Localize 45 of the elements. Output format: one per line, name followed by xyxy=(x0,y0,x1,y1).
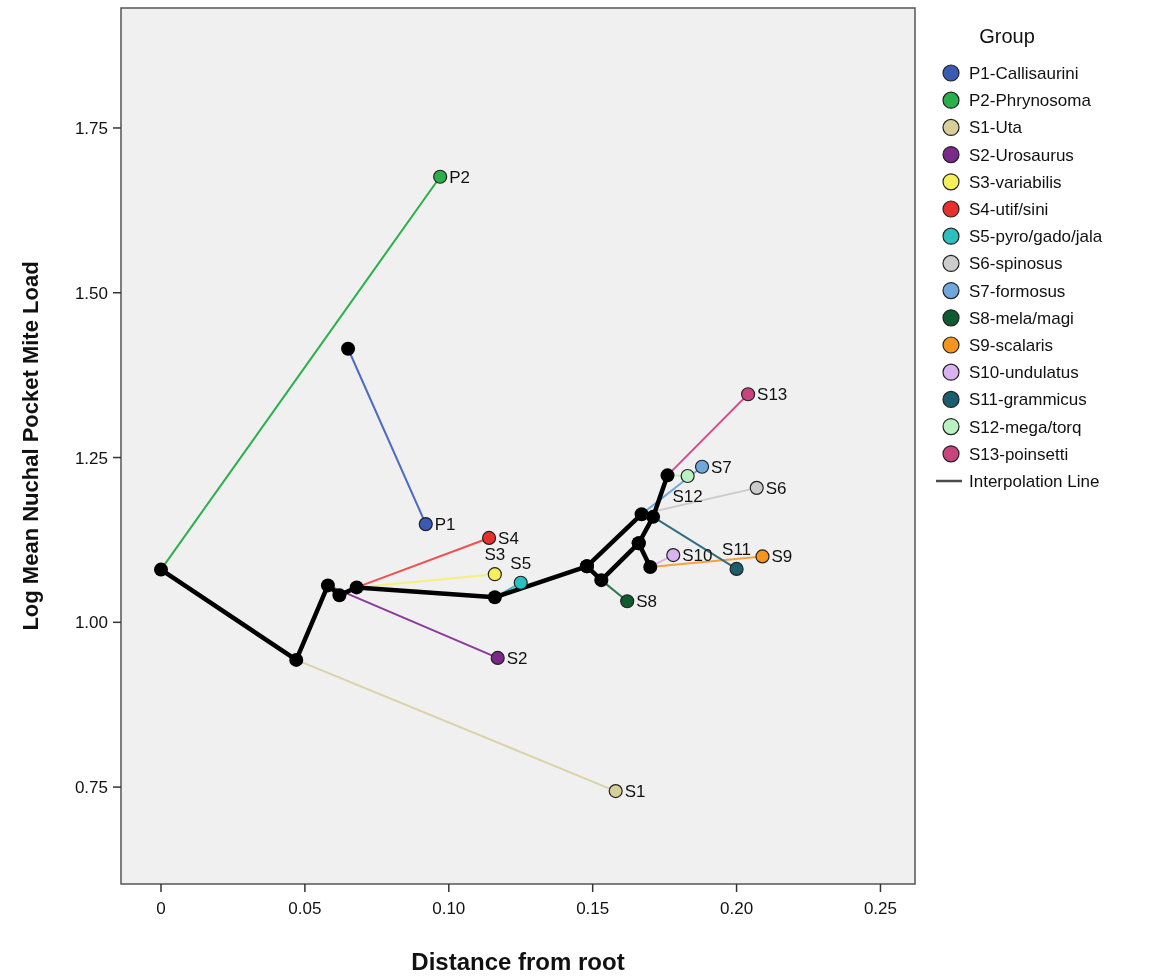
annotation: S12 xyxy=(672,486,703,506)
annotation: S10 xyxy=(682,546,713,566)
annotation: S4 xyxy=(498,528,519,548)
legend-label: S2-Urosaurus xyxy=(969,145,1074,165)
y-tick-label: 1.50 xyxy=(74,283,108,303)
x-tick-label: 0.05 xyxy=(288,899,322,918)
y-tick-label: 0.75 xyxy=(74,778,108,798)
legend-label: P2-Phrynosoma xyxy=(969,91,1092,111)
x-tick-label: 0.10 xyxy=(432,899,466,918)
annotation: S2 xyxy=(506,648,528,668)
annotation: S11 xyxy=(722,539,752,559)
annotation: S8 xyxy=(636,592,658,612)
annotation: S7 xyxy=(711,457,732,477)
x-tick-label: 0.25 xyxy=(863,899,898,918)
x-axis-title: Distance from root xyxy=(411,948,625,975)
annotation: S9 xyxy=(771,547,793,567)
legend-label: S5-pyro/gado/jala xyxy=(969,227,1103,247)
annotation: S6 xyxy=(765,478,787,498)
legend-label: S1-Uta xyxy=(969,118,1023,138)
legend-label: S12-mega/torq xyxy=(969,417,1082,437)
legend-label: Interpolation Line xyxy=(969,472,1100,491)
legend-label: S4-utif/sini xyxy=(969,200,1049,219)
x-tick-label: 0.15 xyxy=(576,899,610,918)
legend-label: P1-Callisaurini xyxy=(969,64,1079,83)
annotation: S13 xyxy=(757,385,788,405)
annotation: P2 xyxy=(449,167,470,187)
legend-title: Group xyxy=(979,25,1035,47)
y-tick-label: 1.25 xyxy=(74,448,108,468)
x-tick-label: 0.20 xyxy=(720,899,754,918)
annotation: S1 xyxy=(624,782,646,802)
legend-label: S3-variabilis xyxy=(969,172,1062,192)
legend-label: S9-scalaris xyxy=(969,336,1054,355)
legend-label: S6-spinosus xyxy=(969,254,1063,274)
y-tick-label: 1.75 xyxy=(74,118,108,138)
legend-label: S10-undulatus xyxy=(969,363,1079,383)
annotation: P1 xyxy=(434,515,456,535)
legend-label: S13-poinsetti xyxy=(969,444,1069,464)
y-axis-title: Log Mean Nuchal Pocket Mite Load xyxy=(18,261,43,631)
y-tick-label: 1.00 xyxy=(74,613,108,633)
x-tick-label: 0 xyxy=(156,899,166,918)
annotation: S5 xyxy=(510,553,532,573)
legend-label: S7-formosus xyxy=(969,281,1066,301)
legend-label: S8-mela/magi xyxy=(969,308,1074,328)
legend-label: S11-grammicus xyxy=(969,390,1087,410)
annotation: S3 xyxy=(484,545,506,565)
